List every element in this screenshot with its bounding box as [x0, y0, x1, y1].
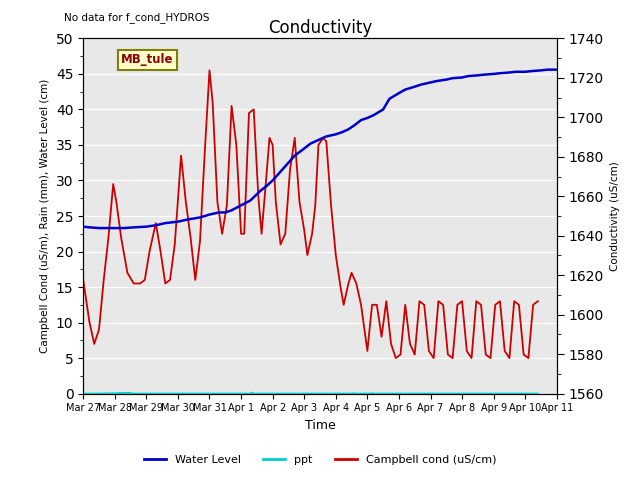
Legend: Water Level, ppt, Campbell cond (uS/cm): Water Level, ppt, Campbell cond (uS/cm) [140, 451, 500, 469]
X-axis label: Time: Time [305, 419, 335, 432]
Text: No data for f_cond_HYDROS: No data for f_cond_HYDROS [64, 12, 209, 23]
Y-axis label: Campbell Cond (uS/m), Rain (mm), Water Level (cm): Campbell Cond (uS/m), Rain (mm), Water L… [40, 79, 51, 353]
Y-axis label: Conductivity (uS/cm): Conductivity (uS/cm) [609, 161, 620, 271]
Text: MB_tule: MB_tule [121, 53, 173, 66]
Title: Conductivity: Conductivity [268, 19, 372, 37]
